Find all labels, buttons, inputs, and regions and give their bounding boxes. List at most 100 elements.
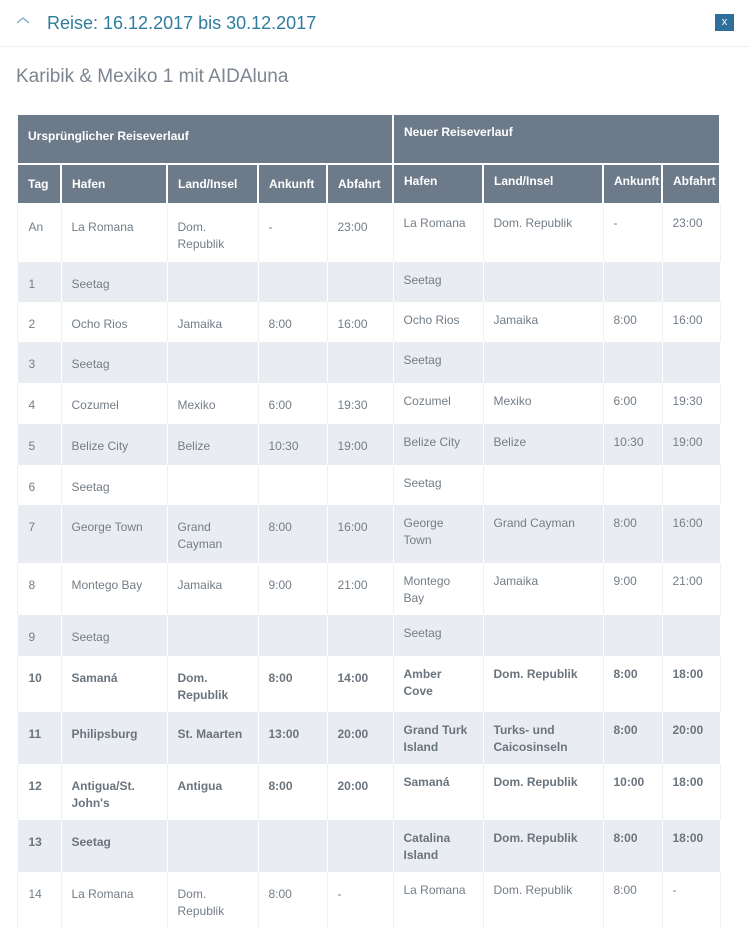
new-country-cell: Jamaika [482,563,604,615]
new-port-cell: George Town [392,505,484,563]
new-port-cell: Catalina Island [392,820,484,872]
original-country-cell [166,262,259,302]
cruise-title: Karibik & Mexiko 1 mit AIDAluna [16,66,289,87]
original-departure-cell: 14:00 [326,656,394,712]
original-departure-cell [326,262,394,302]
original-arrival-cell: 9:00 [257,563,328,615]
day-cell: 2 [16,302,62,342]
chevron-up-icon[interactable] [15,14,31,26]
new-departure-cell: 16:00 [661,302,721,342]
new-port-cell: Amber Cove [392,656,484,712]
new-departure-cell: - [661,872,721,928]
original-country-cell: St. Maarten [166,712,259,764]
original-port-cell: La Romana [60,872,168,928]
original-arrival-cell [257,820,328,872]
trip-header: Reise: 16.12.2017 bis 30.12.2017 x [0,0,750,47]
new-country-cell: Dom. Republik [482,820,604,872]
column-header-original: Hafen [60,164,168,205]
column-header-new: Abfahrt [660,164,722,205]
new-departure-cell: 18:00 [661,820,721,872]
new-port-cell: Seetag [392,262,484,302]
day-cell: 8 [16,563,62,615]
new-arrival-cell: 8:00 [602,302,663,342]
new-country-cell: Belize [482,424,604,465]
original-departure-cell [326,465,394,505]
original-port-cell: Cozumel [60,383,168,424]
new-country-cell: Mexiko [482,383,604,424]
new-arrival-cell [602,615,663,656]
group-new: Neuer Reiseverlauf [391,115,722,165]
new-departure-cell: 16:00 [661,505,721,563]
original-country-cell: Dom. Republik [166,872,259,928]
original-port-cell: Philipsburg [60,712,168,764]
new-arrival-cell: 10:00 [602,764,663,820]
original-country-cell [166,342,259,383]
new-arrival-cell [602,342,663,383]
original-arrival-cell: - [257,204,328,262]
original-port-cell: George Town [60,505,168,563]
original-departure-cell: 20:00 [326,764,394,820]
new-country-cell: Dom. Republik [482,204,604,262]
original-departure-cell [326,615,394,656]
original-departure-cell: 19:00 [326,424,394,465]
table-row: 3 Seetag Seetag [16,342,721,383]
new-departure-cell: 19:30 [661,383,721,424]
itinerary-table: Ursprünglicher Reiseverlauf Neuer Reisev… [16,115,722,928]
table-row: 4 Cozumel Mexiko 6:00 19:30 Cozumel Mexiko 6:00… [16,383,721,424]
new-arrival-cell: 6:00 [602,383,663,424]
new-port-cell: Samaná [392,764,484,820]
original-arrival-cell: 8:00 [257,505,328,563]
new-departure-cell [661,615,721,656]
original-country-cell: Jamaika [166,563,259,615]
column-header-new: Ankunft [602,164,663,205]
new-port-cell: La Romana [392,872,484,928]
original-country-cell: Belize [166,424,259,465]
day-cell: 9 [16,615,62,656]
new-arrival-cell [602,465,663,505]
new-port-cell: La Romana [392,204,484,262]
original-port-cell: Seetag [60,820,168,872]
original-country-cell: Grand Cayman [166,505,259,563]
day-cell: 7 [16,505,62,563]
new-port-cell: Montego Bay [392,563,484,615]
original-arrival-cell: 8:00 [257,656,328,712]
original-port-cell: La Romana [60,204,168,262]
original-port-cell: Seetag [60,465,168,505]
new-country-cell: Dom. Republik [482,656,604,712]
original-departure-cell: 16:00 [326,302,394,342]
new-departure-cell [661,342,721,383]
new-port-cell: Seetag [392,342,484,383]
new-arrival-cell: 9:00 [602,563,663,615]
original-port-cell: Seetag [60,342,168,383]
close-button[interactable]: x [715,14,734,31]
original-port-cell: Samaná [60,656,168,712]
day-cell: 1 [16,262,62,302]
table-row: 11 Philipsburg St. Maarten 13:00 20:00 Grand … [16,712,721,764]
original-departure-cell: 21:00 [326,563,394,615]
new-departure-cell: 21:00 [661,563,721,615]
new-arrival-cell: 10:30 [602,424,663,465]
new-port-cell: Grand Turk Island [392,712,484,764]
new-country-cell: Dom. Republik [482,872,604,928]
new-port-cell: Seetag [392,615,484,656]
new-country-cell: Grand Cayman [482,505,604,563]
original-country-cell: Jamaika [166,302,259,342]
new-arrival-cell: 8:00 [602,820,663,872]
new-country-cell: Jamaika [482,302,604,342]
original-arrival-cell: 13:00 [257,712,328,764]
group-original: Ursprünglicher Reiseverlauf [16,115,394,165]
new-country-cell [482,342,604,383]
original-arrival-cell: 8:00 [257,764,328,820]
original-port-cell: Seetag [60,615,168,656]
column-header-original: Land/Insel [166,164,259,205]
original-departure-cell [326,820,394,872]
new-departure-cell: 19:00 [661,424,721,465]
new-country-cell [482,465,604,505]
column-header-original: Abfahrt [326,164,394,205]
column-header-new: Hafen [392,164,484,205]
day-cell: 10 [16,656,62,712]
new-departure-cell [661,465,721,505]
original-port-cell: Montego Bay [60,563,168,615]
new-country-cell: Turks- und Caicosinseln [482,712,604,764]
original-arrival-cell: 8:00 [257,302,328,342]
